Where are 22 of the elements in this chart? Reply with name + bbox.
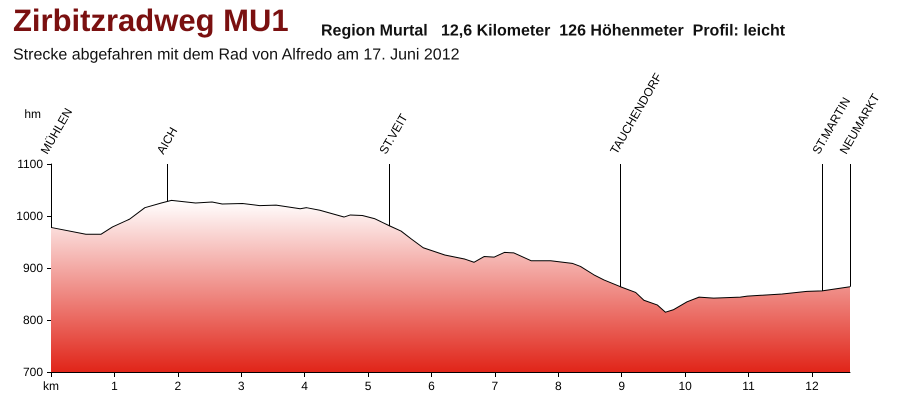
chart-subtitle: Region Murtal 12,6 Kilometer 126 Höhenmeter Profil: leicht xyxy=(321,22,786,40)
y-tick-label: 1100 xyxy=(17,157,44,171)
x-tick-label: 5 xyxy=(364,379,372,393)
x-tick-label: 10 xyxy=(678,379,692,393)
y-tick-label: 1000 xyxy=(16,209,44,223)
x-tick-label: 9 xyxy=(618,379,626,393)
y-axis-title: hm xyxy=(24,107,41,121)
y-tick-label: 700 xyxy=(22,365,44,379)
x-tick-label: km xyxy=(43,379,59,393)
y-tick-label: 800 xyxy=(22,313,44,327)
x-tick-label: 2 xyxy=(174,379,182,393)
y-tick-label: 900 xyxy=(22,261,44,275)
x-tick-label: 4 xyxy=(301,379,308,393)
x-tick-label: 7 xyxy=(492,379,499,393)
x-tick-label: 6 xyxy=(428,379,436,393)
text: Strecke abgefahren mit dem Rad von Alfredo am 17. Juni 2012 xyxy=(13,46,460,64)
x-tick-label: 3 xyxy=(238,379,245,393)
x-tick-label: 12 xyxy=(805,379,819,393)
x-tick-label: 11 xyxy=(742,379,756,393)
chart-title: Zirbitzradweg MU1 xyxy=(13,3,289,38)
x-tick-label: 8 xyxy=(554,379,562,393)
x-tick-label: 1 xyxy=(111,379,118,393)
